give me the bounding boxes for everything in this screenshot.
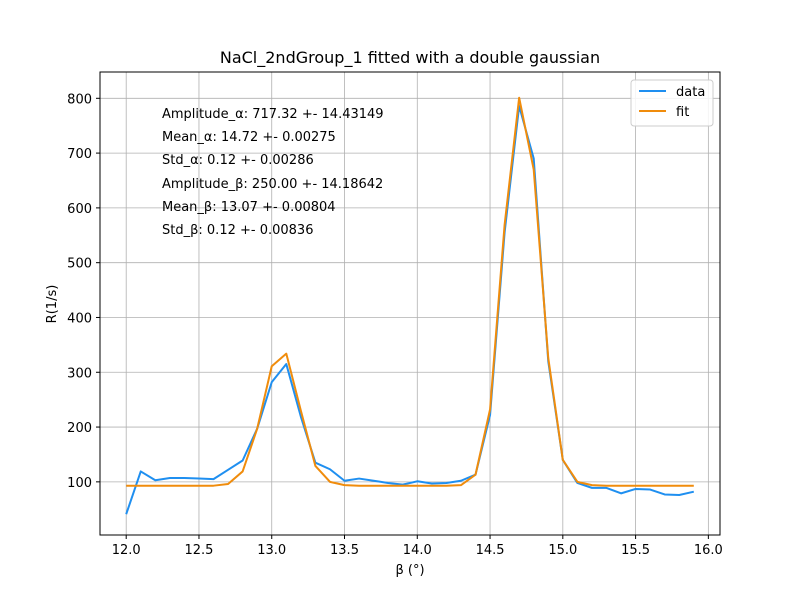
annotation-mean-alpha: Mean_α: 14.72 +- 0.00275 [162,130,336,145]
x-tick-label: 14.0 [403,543,432,558]
x-axis-label: β (°) [395,563,424,578]
x-tick-label: 12.0 [112,543,141,558]
y-tick-label: 600 [67,202,92,217]
x-tick-label: 14.5 [476,543,505,558]
legend-label-fit: fit [676,105,689,120]
y-tick-label: 400 [67,311,92,326]
annotation-std-beta: Std_β: 0.12 +- 0.00836 [162,223,313,238]
series-line-data [125,104,695,515]
annotation-amplitude-beta: Amplitude_β: 250.00 +- 14.18642 [162,177,383,192]
y-axis-label: R(1/s) [45,285,60,324]
annotation-std-alpha: Std_α: 0.12 +- 0.00286 [162,153,314,168]
legend: data fit [630,79,714,127]
annotation-amplitude-alpha: Amplitude_α: 717.32 +- 14.43149 [162,107,384,122]
series-layer [125,96,695,515]
annotation-mean-beta: Mean_β: 13.07 +- 0.00804 [162,200,336,215]
x-tick-label: 16.0 [694,543,723,558]
chart-title: NaCl_2ndGroup_1 fitted with a double gau… [220,48,600,68]
y-tick-label: 300 [67,366,92,381]
y-tick-label: 200 [67,421,92,436]
x-tick-label: 12.5 [184,543,213,558]
y-tick-label: 700 [67,147,92,162]
ticks: 12.0 12.5 13.0 13.5 14.0 14.5 15.0 15.5 16.0 100 2… [67,92,723,558]
y-tick-label: 100 [67,476,92,491]
y-tick-label: 800 [67,92,92,107]
y-tick-label: 500 [67,257,92,272]
plot-frame [99,71,721,536]
x-tick-label: 15.0 [548,543,577,558]
x-tick-label: 13.0 [257,543,286,558]
x-tick-label: 13.5 [330,543,359,558]
x-tick-label: 15.5 [621,543,650,558]
series-line-fit [126,96,694,487]
fit-parameters: Amplitude_α: 717.32 +- 14.43149 Mean_α: … [162,107,384,238]
legend-label-data: data [676,85,705,100]
grid [100,72,720,535]
